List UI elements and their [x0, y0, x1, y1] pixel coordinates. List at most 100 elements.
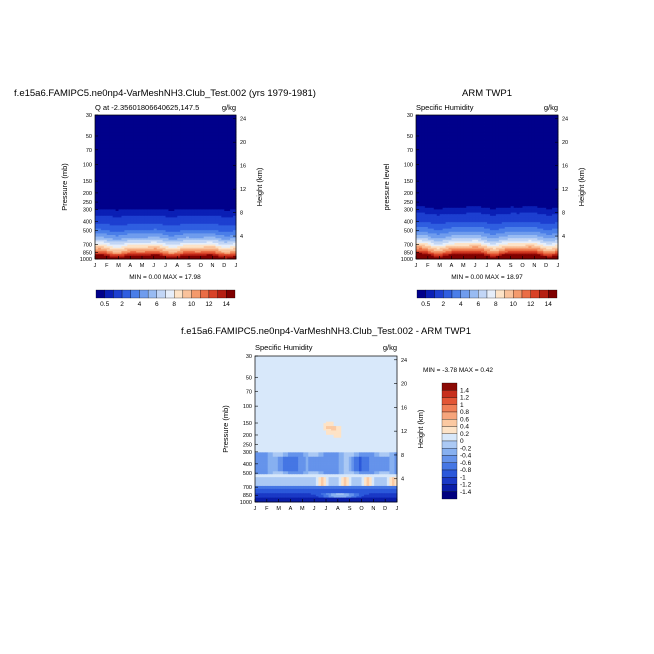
heatmap-cell — [194, 196, 199, 199]
heatmap-cell — [165, 180, 169, 183]
heatmap-cell — [127, 115, 131, 117]
heatmap-cell — [139, 252, 143, 255]
heatmap-cell — [127, 145, 131, 148]
heatmap-cell — [478, 119, 482, 122]
heatmap-cell — [206, 177, 210, 180]
heatmap-cell — [95, 158, 99, 161]
heatmap-cell — [233, 153, 237, 156]
heatmap-cell — [233, 180, 237, 183]
heatmap-cell — [144, 220, 149, 223]
heatmap-cell — [147, 185, 152, 188]
heatmap-cell — [186, 124, 190, 127]
heatmap-cell — [115, 143, 119, 146]
heatmap-cell — [103, 219, 108, 221]
heatmap-cell — [206, 129, 210, 132]
heatmap-cell — [200, 169, 205, 172]
heatmap-cell — [197, 187, 202, 189]
heatmap-cell — [189, 215, 193, 218]
heatmap-cell — [543, 123, 547, 125]
heatmap-cell — [115, 148, 119, 151]
heatmap-cell — [136, 161, 140, 164]
heatmap-cell — [106, 148, 111, 151]
heatmap-cell — [165, 182, 169, 185]
heatmap-cell — [159, 163, 163, 165]
heatmap-cell — [510, 123, 515, 125]
heatmap-cell — [112, 228, 116, 231]
heatmap-cell — [142, 115, 146, 117]
heatmap-cell — [139, 142, 143, 145]
heatmap-cell — [224, 206, 228, 209]
heatmap-cell — [136, 127, 140, 130]
heatmap-cell — [218, 155, 222, 157]
heatmap-cell — [162, 159, 166, 162]
heatmap-cell — [206, 188, 210, 191]
heatmap-cell — [142, 119, 146, 122]
heatmap-cell — [142, 247, 146, 250]
heatmap-cell — [115, 179, 119, 181]
heatmap-cell — [139, 145, 143, 148]
heatmap-cell — [212, 183, 216, 186]
heatmap-cell — [95, 207, 99, 210]
heatmap-cell — [189, 156, 193, 159]
heatmap-cell — [537, 118, 541, 121]
heatmap-cell — [212, 127, 216, 130]
heatmap-cell — [513, 127, 517, 130]
heatmap-cell — [109, 231, 114, 234]
heatmap-cell — [139, 198, 143, 201]
heatmap-cell — [144, 207, 149, 210]
heatmap-cell — [139, 118, 143, 121]
heatmap-cell — [197, 153, 202, 156]
heatmap-cell — [218, 167, 222, 170]
heatmap-cell — [233, 121, 237, 124]
heatmap-cell — [215, 238, 219, 241]
heatmap-cell — [451, 119, 455, 122]
heatmap-cell — [130, 177, 134, 180]
heatmap-cell — [159, 227, 163, 229]
heatmap-cell — [189, 179, 193, 181]
heatmap-cell — [127, 252, 131, 255]
pressure-tick-label: 100 — [83, 162, 92, 168]
heatmap-cell — [540, 129, 544, 132]
heatmap-cell — [451, 131, 455, 133]
heatmap-cell — [174, 199, 178, 202]
heatmap-cell — [206, 135, 210, 138]
heatmap-cell — [124, 190, 128, 193]
heatmap-cell — [209, 121, 213, 124]
heatmap-cell — [156, 212, 161, 215]
heatmap-cell — [124, 129, 128, 132]
heatmap-cell — [165, 235, 169, 237]
heatmap-cell — [549, 127, 553, 130]
heatmap-cell — [133, 132, 137, 135]
heatmap-cell — [165, 159, 169, 162]
heatmap-cell — [522, 121, 526, 124]
heatmap-cell — [127, 196, 131, 199]
heatmap-cell — [218, 214, 222, 217]
heatmap-cell — [147, 201, 152, 204]
heatmap-cell — [215, 188, 219, 191]
heatmap-cell — [454, 129, 458, 132]
heatmap-cell — [95, 219, 99, 221]
heatmap-cell — [97, 187, 102, 189]
heatmap-cell — [177, 243, 181, 245]
heatmap-cell — [513, 116, 517, 119]
heatmap-cell — [133, 145, 137, 148]
heatmap-cell — [124, 214, 128, 217]
heatmap-cell — [555, 118, 559, 121]
heatmap-cell — [106, 252, 111, 255]
heatmap-cell — [118, 153, 122, 156]
heatmap-cell — [448, 121, 452, 124]
heatmap-cell — [159, 198, 163, 201]
heatmap-cell — [206, 244, 210, 247]
heatmap-cell — [445, 124, 449, 127]
heatmap-cell — [546, 123, 550, 125]
heatmap-cell — [230, 139, 234, 141]
heatmap-cell — [153, 182, 158, 185]
heatmap-cell — [221, 121, 225, 124]
heatmap-cell — [159, 201, 163, 204]
heatmap-cell — [95, 222, 99, 225]
heatmap-cell — [191, 140, 196, 143]
heatmap-cell — [165, 121, 169, 124]
heatmap-cell — [191, 249, 196, 252]
heatmap-cell — [130, 164, 134, 167]
heatmap-cell — [136, 228, 140, 231]
